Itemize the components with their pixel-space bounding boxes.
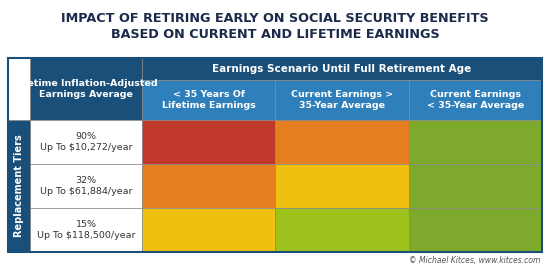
Bar [142, 120, 276, 164]
Bar [409, 80, 542, 120]
Bar [409, 208, 542, 252]
Bar [142, 208, 276, 252]
Text: < 35 Years Of
Lifetime Earnings: < 35 Years Of Lifetime Earnings [162, 90, 256, 110]
Text: Current Earnings >
35-Year Average: Current Earnings > 35-Year Average [291, 90, 393, 110]
Bar [409, 164, 542, 208]
Text: © Michael Kitces, www.kitces.com: © Michael Kitces, www.kitces.com [409, 256, 540, 265]
Text: 32%
Up To $61,884/year: 32% Up To $61,884/year [40, 176, 132, 196]
Bar [30, 120, 142, 164]
Bar [409, 120, 542, 164]
Bar [8, 58, 542, 252]
Bar [142, 164, 276, 208]
Text: Current Earnings
< 35-Year Average: Current Earnings < 35-Year Average [427, 90, 524, 110]
Bar [30, 208, 142, 252]
Bar [142, 58, 542, 80]
Bar [30, 164, 142, 208]
Text: Earnings Scenario Until Full Retirement Age: Earnings Scenario Until Full Retirement … [212, 64, 472, 74]
Text: Replacement Tiers: Replacement Tiers [14, 135, 24, 237]
Bar [142, 80, 276, 120]
Bar [276, 120, 409, 164]
Text: 15%
Up To $118,500/year: 15% Up To $118,500/year [37, 220, 135, 240]
Text: IMPACT OF RETIRING EARLY ON SOCIAL SECURITY BENEFITS
BASED ON CURRENT AND LIFETI: IMPACT OF RETIRING EARLY ON SOCIAL SECUR… [61, 12, 489, 42]
Bar [8, 120, 30, 252]
Bar [276, 80, 409, 120]
Bar [276, 208, 409, 252]
Text: Lifetime Inflation-Adjusted
Earnings Average: Lifetime Inflation-Adjusted Earnings Ave… [14, 79, 158, 99]
Bar [276, 164, 409, 208]
Bar [30, 58, 142, 120]
Text: 90%
Up To $10,272/year: 90% Up To $10,272/year [40, 132, 132, 152]
